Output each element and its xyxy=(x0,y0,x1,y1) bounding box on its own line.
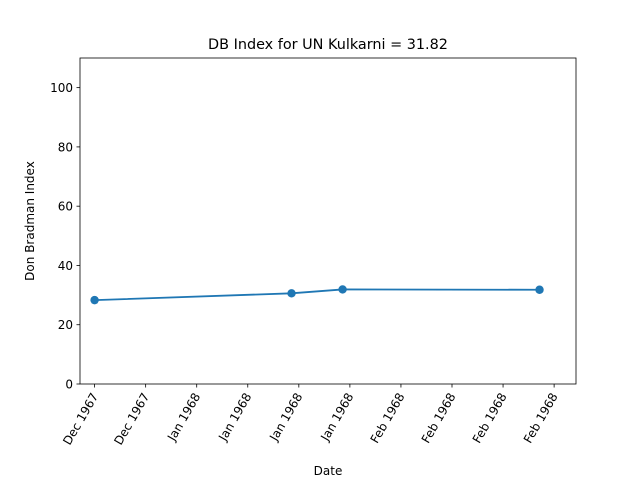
series-line xyxy=(94,288,540,302)
chart-title: DB Index for UN Kulkarni = 31.82 xyxy=(208,37,448,53)
data-point xyxy=(535,285,544,294)
data-point xyxy=(287,289,296,298)
data-point xyxy=(90,295,99,305)
x-axis-label: Date xyxy=(314,464,343,478)
y-tick-label: 80 xyxy=(58,140,73,154)
y-tick-label: 0 xyxy=(65,378,73,392)
y-axis-label: Don Bradman Index xyxy=(23,161,37,281)
plot-frame xyxy=(79,57,577,385)
y-tick-label: 100 xyxy=(50,81,73,95)
y-tick-label: 60 xyxy=(58,200,73,214)
y-tick-label: 40 xyxy=(58,259,73,273)
data-point xyxy=(338,285,347,294)
y-tick-label: 20 xyxy=(58,318,73,332)
